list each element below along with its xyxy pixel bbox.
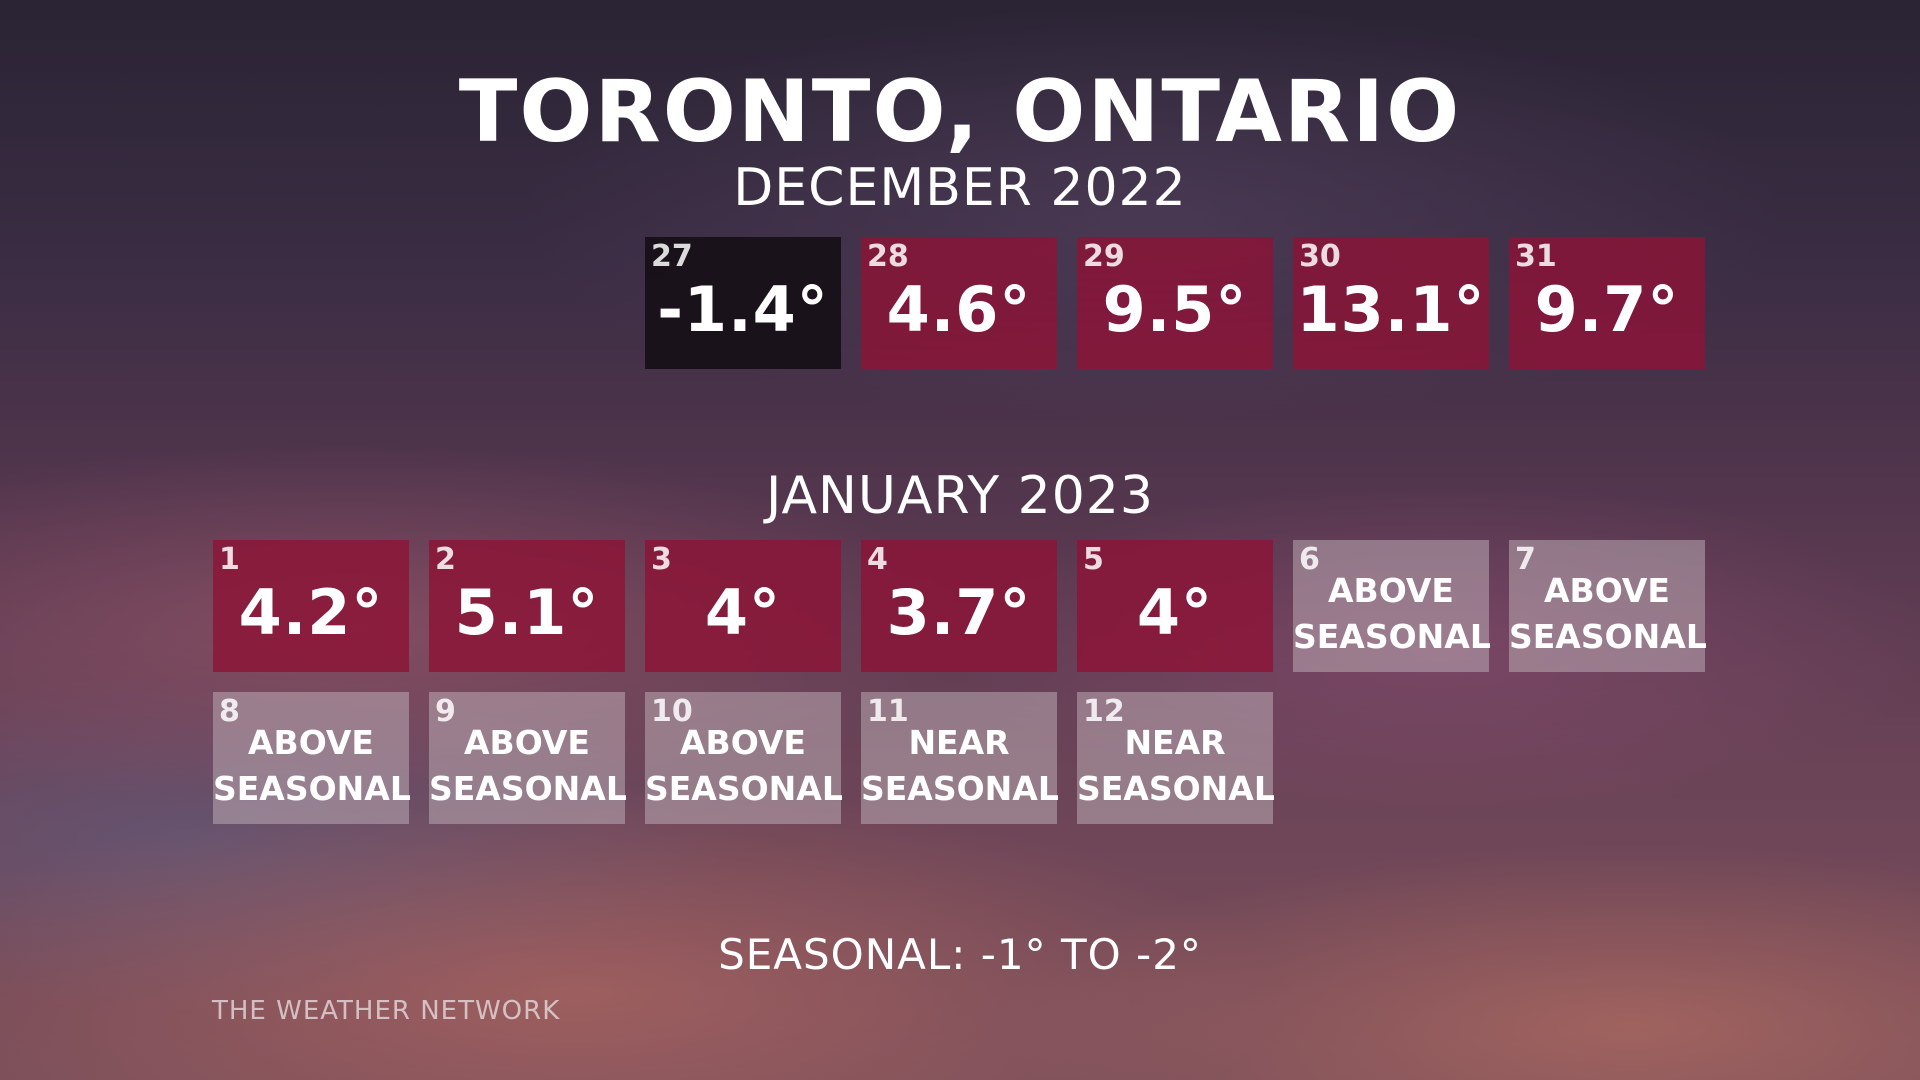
day-tile-dec-31: 31 9.7° — [1509, 237, 1705, 369]
temperature-value: 9.5° — [1102, 273, 1248, 346]
temperature-value: 13.1° — [1296, 273, 1486, 346]
day-number: 11 — [867, 694, 909, 729]
day-tile-dec-27: 27 -1.4° — [645, 237, 841, 369]
day-number: 29 — [1083, 239, 1125, 274]
outlook-line-2: SEASONAL — [1293, 617, 1491, 656]
temperature-value: 3.7° — [886, 576, 1032, 649]
brand-logo-text: THE WEATHER NETWORK — [212, 996, 561, 1026]
day-tile-jan-12: 12 NEAR SEASONAL — [1077, 692, 1275, 824]
temperature-value: 4.6° — [886, 273, 1032, 346]
day-number: 28 — [867, 239, 909, 274]
day-number: 2 — [435, 542, 456, 577]
outlook-line-1: ABOVE — [680, 723, 806, 762]
day-number: 5 — [1083, 542, 1104, 577]
day-number: 7 — [1515, 542, 1536, 577]
day-number: 12 — [1083, 694, 1125, 729]
day-tile-jan-7: 7 ABOVE SEASONAL — [1509, 540, 1707, 672]
temperature-value: 9.7° — [1534, 273, 1680, 346]
day-number: 1 — [219, 542, 240, 577]
day-tile-jan-8: 8 ABOVE SEASONAL — [213, 692, 411, 824]
day-tile-dec-30: 30 13.1° — [1293, 237, 1489, 369]
day-number: 3 — [651, 542, 672, 577]
outlook-line-1: ABOVE — [1328, 571, 1454, 610]
outlook-label: ABOVE SEASONAL — [429, 720, 627, 812]
day-number: 6 — [1299, 542, 1320, 577]
day-tile-jan-3: 3 4° — [645, 540, 841, 672]
outlook-label: NEAR SEASONAL — [861, 720, 1059, 812]
day-tile-jan-1: 1 4.2° — [213, 540, 409, 672]
day-tile-jan-10: 10 ABOVE SEASONAL — [645, 692, 843, 824]
day-tile-dec-29: 29 9.5° — [1077, 237, 1273, 369]
day-number: 27 — [651, 239, 693, 274]
december-heading: DECEMBER 2022 — [733, 158, 1187, 218]
outlook-line-2: SEASONAL — [1077, 769, 1275, 808]
seasonal-footnote: SEASONAL: -1° TO -2° — [718, 930, 1202, 979]
outlook-line-1: ABOVE — [1544, 571, 1670, 610]
page-title: TORONTO, ONTARIO — [458, 62, 1462, 162]
outlook-line-2: SEASONAL — [1509, 617, 1707, 656]
day-number: 30 — [1299, 239, 1341, 274]
temperature-value: 5.1° — [454, 576, 600, 649]
day-number: 31 — [1515, 239, 1557, 274]
temperature-value: 4° — [1136, 576, 1214, 649]
temperature-value: 4° — [704, 576, 782, 649]
outlook-label: ABOVE SEASONAL — [213, 720, 411, 812]
outlook-line-1: ABOVE — [248, 723, 374, 762]
temperature-value: -1.4° — [657, 273, 829, 346]
day-tile-jan-5: 5 4° — [1077, 540, 1273, 672]
outlook-label: ABOVE SEASONAL — [1293, 568, 1491, 660]
temperature-value: 4.2° — [238, 576, 384, 649]
outlook-label: NEAR SEASONAL — [1077, 720, 1275, 812]
outlook-label: ABOVE SEASONAL — [645, 720, 843, 812]
outlook-line-1: ABOVE — [464, 723, 590, 762]
day-tile-dec-28: 28 4.6° — [861, 237, 1057, 369]
day-tile-jan-2: 2 5.1° — [429, 540, 625, 672]
day-number: 9 — [435, 694, 456, 729]
outlook-line-2: SEASONAL — [645, 769, 843, 808]
outlook-line-2: SEASONAL — [213, 769, 411, 808]
day-number: 4 — [867, 542, 888, 577]
day-number: 10 — [651, 694, 693, 729]
day-tile-jan-9: 9 ABOVE SEASONAL — [429, 692, 627, 824]
outlook-label: ABOVE SEASONAL — [1509, 568, 1707, 660]
day-number: 8 — [219, 694, 240, 729]
day-tile-jan-4: 4 3.7° — [861, 540, 1057, 672]
outlook-line-1: NEAR — [908, 723, 1010, 762]
day-tile-jan-6: 6 ABOVE SEASONAL — [1293, 540, 1491, 672]
outlook-line-2: SEASONAL — [861, 769, 1059, 808]
outlook-line-1: NEAR — [1124, 723, 1226, 762]
day-tile-jan-11: 11 NEAR SEASONAL — [861, 692, 1059, 824]
outlook-line-2: SEASONAL — [429, 769, 627, 808]
january-heading: JANUARY 2023 — [766, 466, 1154, 526]
